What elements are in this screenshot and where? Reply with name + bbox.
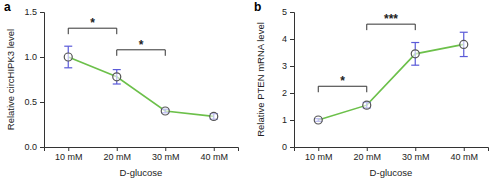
tick-label: 40 mM [200,152,228,162]
tick-mark [165,147,166,151]
error-cap [113,83,121,84]
tick-mark [214,147,215,151]
x-axis: 10 mM 20 mM 30 mM 40 mM [45,147,239,162]
tick-label: 30 mM [402,152,430,162]
tick-label: 30 mM [152,152,180,162]
tick-mark [464,147,465,151]
tick-mark [290,66,294,67]
tick: 0.5 [24,97,44,107]
tick: 10 mM [55,147,83,162]
tick-label: 2 [282,88,287,98]
marker [314,116,322,124]
tick: 4 [282,34,294,44]
tick-label: 3 [282,61,287,71]
tick-label: 4 [282,34,287,44]
tick: 30 mM [152,147,180,162]
significance-label: * [340,74,345,88]
tick: 20 mM [103,147,131,162]
tick-mark [40,147,44,148]
plot-area [64,46,218,120]
tick-mark [40,102,44,103]
marker [161,107,169,115]
marker [411,50,419,58]
x-axis: 10 mM 20 mM 30 mM 40 mM [295,147,489,162]
tick-label: 1 [282,115,287,125]
tick-label: 20 mM [353,152,381,162]
error-cap [411,42,419,43]
marker [64,53,72,61]
panel: 0 1 2 3 4 5 10 mM 20 mM 30 mM 40 mM D-glucose Relat… [255,7,489,178]
tick-label: 10 mM [55,152,83,162]
tick-mark [290,12,294,13]
axis-line [290,13,295,148]
tick-label: 20 mM [103,152,131,162]
tick: 30 mM [402,147,430,162]
tick-label: 0.0 [24,142,37,152]
line [68,57,214,116]
tick-label: 10 mM [305,152,333,162]
panel-label: b [254,0,261,14]
y-axis-title: Relative circHIPK3 level [5,29,16,130]
tick-label: 5 [282,7,287,17]
tick: 20 mM [353,147,381,162]
tick-mark [40,57,44,58]
panel: 0.0 0.5 1.0 1.5 10 mM 20 mM 30 mM 40 mM D-glucos… [5,7,239,178]
tick-mark [367,147,368,151]
error-bar [460,32,468,56]
axis-line [295,148,489,152]
tick-mark [68,147,69,151]
line [318,44,464,120]
tick-mark [290,120,294,121]
plot-area [314,32,468,124]
tick: 10 mM [305,147,333,162]
marker [363,101,371,109]
tick-label: 40 mM [450,152,478,162]
tick: 1 [282,115,294,125]
error-bar [113,70,121,84]
axis-line [45,148,239,152]
tick-label: 0.5 [24,97,37,107]
tick: 40 mM [200,147,228,162]
y-axis: 0 1 2 3 4 5 [282,7,295,152]
tick-mark [40,12,44,13]
y-axis-title: Relative PTEN mRNA level [255,22,266,137]
tick-mark [318,147,319,151]
tick-label: 1.5 [24,7,37,17]
tick: 40 mM [450,147,478,162]
error-cap [64,67,72,68]
significance-label: * [90,16,95,30]
error-bar [64,46,72,68]
tick-label: 0 [282,142,287,152]
tick: 2 [282,88,294,98]
tick: 5 [282,7,294,17]
tick: 0.0 [24,142,44,152]
tick-mark [290,39,294,40]
x-axis-title: D-glucose [370,167,413,178]
tick-mark [117,147,118,151]
tick-mark [290,93,294,94]
error-cap [460,32,468,33]
marker [210,112,218,120]
tick: 0 [282,142,294,152]
error-cap [113,69,121,70]
tick-mark [290,147,294,148]
tick-label: 1.0 [24,52,37,62]
significance-label: * [139,38,144,52]
marker [460,40,468,48]
tick-mark [415,147,416,151]
marker [113,73,121,81]
significance-label: *** [384,12,398,26]
tick: 1.5 [24,7,44,17]
error-cap [460,56,468,57]
error-bar [411,43,419,66]
panel-label: a [4,0,11,14]
axis-line [40,13,45,148]
tick: 1.0 [24,52,44,62]
error-cap [64,46,72,47]
y-axis: 0.0 0.5 1.0 1.5 [24,7,44,152]
tick: 3 [282,61,294,71]
figure: 0.0 0.5 1.0 1.5 10 mM 20 mM 30 mM 40 mM D-glucos… [0,0,500,181]
error-cap [411,65,419,66]
x-axis-title: D-glucose [120,167,163,178]
